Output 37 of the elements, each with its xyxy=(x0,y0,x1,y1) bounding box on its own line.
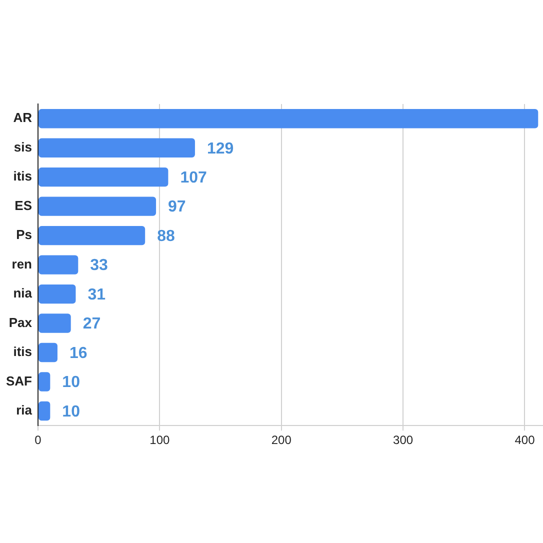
y-tick-label: Ps xyxy=(16,227,32,242)
bar xyxy=(38,168,168,187)
x-tick-label: 300 xyxy=(393,433,414,448)
y-tick-label: ria xyxy=(16,402,33,418)
data-label: 97 xyxy=(168,198,186,216)
data-label: 129 xyxy=(206,140,234,158)
bar xyxy=(38,372,50,392)
y-tick-label: Pax xyxy=(8,314,33,330)
bar xyxy=(38,401,50,421)
data-label: 107 xyxy=(180,169,207,186)
bar xyxy=(38,255,78,274)
bar xyxy=(38,109,538,128)
bar xyxy=(38,226,146,246)
x-tick-label: 100 xyxy=(150,433,170,448)
data-label: 10 xyxy=(62,374,80,392)
bar xyxy=(38,284,76,304)
x-tick-label: 400 xyxy=(514,433,536,448)
data-label: 10 xyxy=(62,403,80,420)
y-tick-label: ES xyxy=(14,198,32,213)
bar xyxy=(38,196,156,216)
data-label: 31 xyxy=(88,286,106,304)
bar xyxy=(38,342,58,362)
y-tick-label: nia xyxy=(13,286,33,301)
bar xyxy=(38,314,71,333)
bar xyxy=(38,138,195,158)
y-tick-label: SAF xyxy=(6,373,32,388)
y-tick-label: sis xyxy=(14,139,32,154)
data-label: 27 xyxy=(82,316,101,333)
y-tick-label: AR xyxy=(13,110,33,126)
y-tick-label: itis xyxy=(13,344,32,360)
x-tick-label: 0 xyxy=(34,433,42,448)
x-tick-label: 200 xyxy=(271,433,292,448)
y-tick-label: ren xyxy=(12,256,32,272)
data-label: 88 xyxy=(157,228,175,245)
data-label: 33 xyxy=(90,257,108,274)
data-label: 16 xyxy=(69,344,88,362)
y-tick-label: itis xyxy=(13,168,32,184)
